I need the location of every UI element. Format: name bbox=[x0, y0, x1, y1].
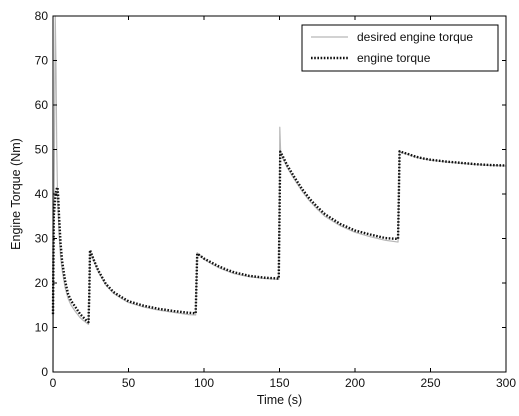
y-axis-label: Engine Torque (Nm) bbox=[9, 138, 23, 250]
series-line-engine-torque bbox=[51, 150, 507, 324]
legend-box bbox=[301, 24, 499, 72]
x-tick-label: 300 bbox=[496, 376, 516, 390]
y-tick-label: 30 bbox=[35, 232, 49, 246]
series-layer bbox=[51, 15, 507, 373]
y-tick-label: 70 bbox=[35, 54, 49, 68]
legend: desired engine torque engine torque bbox=[301, 24, 499, 72]
y-tick-label: 0 bbox=[41, 365, 48, 379]
legend-label-desired-engine-torque: desired engine torque bbox=[357, 30, 473, 44]
x-tick-label: 200 bbox=[345, 376, 365, 390]
x-axis-label: Time (s) bbox=[257, 393, 302, 407]
plot-frame bbox=[52, 15, 507, 373]
tick-layer: 0 50 100 150 200 250 300 0 10 20 30 40 50 60 70 80 bbox=[35, 9, 517, 390]
x-tick-label: 50 bbox=[122, 376, 136, 390]
y-tick-label: 50 bbox=[35, 143, 49, 157]
y-tick-label: 60 bbox=[35, 98, 49, 112]
x-tick-label: 150 bbox=[269, 376, 289, 390]
legend-label-engine-torque: engine torque bbox=[357, 51, 431, 65]
x-tick-label: 100 bbox=[194, 376, 214, 390]
y-tick-label: 80 bbox=[35, 9, 49, 23]
y-tick-label: 20 bbox=[35, 276, 49, 290]
x-tick-label: 0 bbox=[50, 376, 57, 390]
y-tick-label: 40 bbox=[35, 187, 49, 201]
x-tick-label: 250 bbox=[420, 376, 440, 390]
y-tick-label: 10 bbox=[35, 321, 49, 335]
